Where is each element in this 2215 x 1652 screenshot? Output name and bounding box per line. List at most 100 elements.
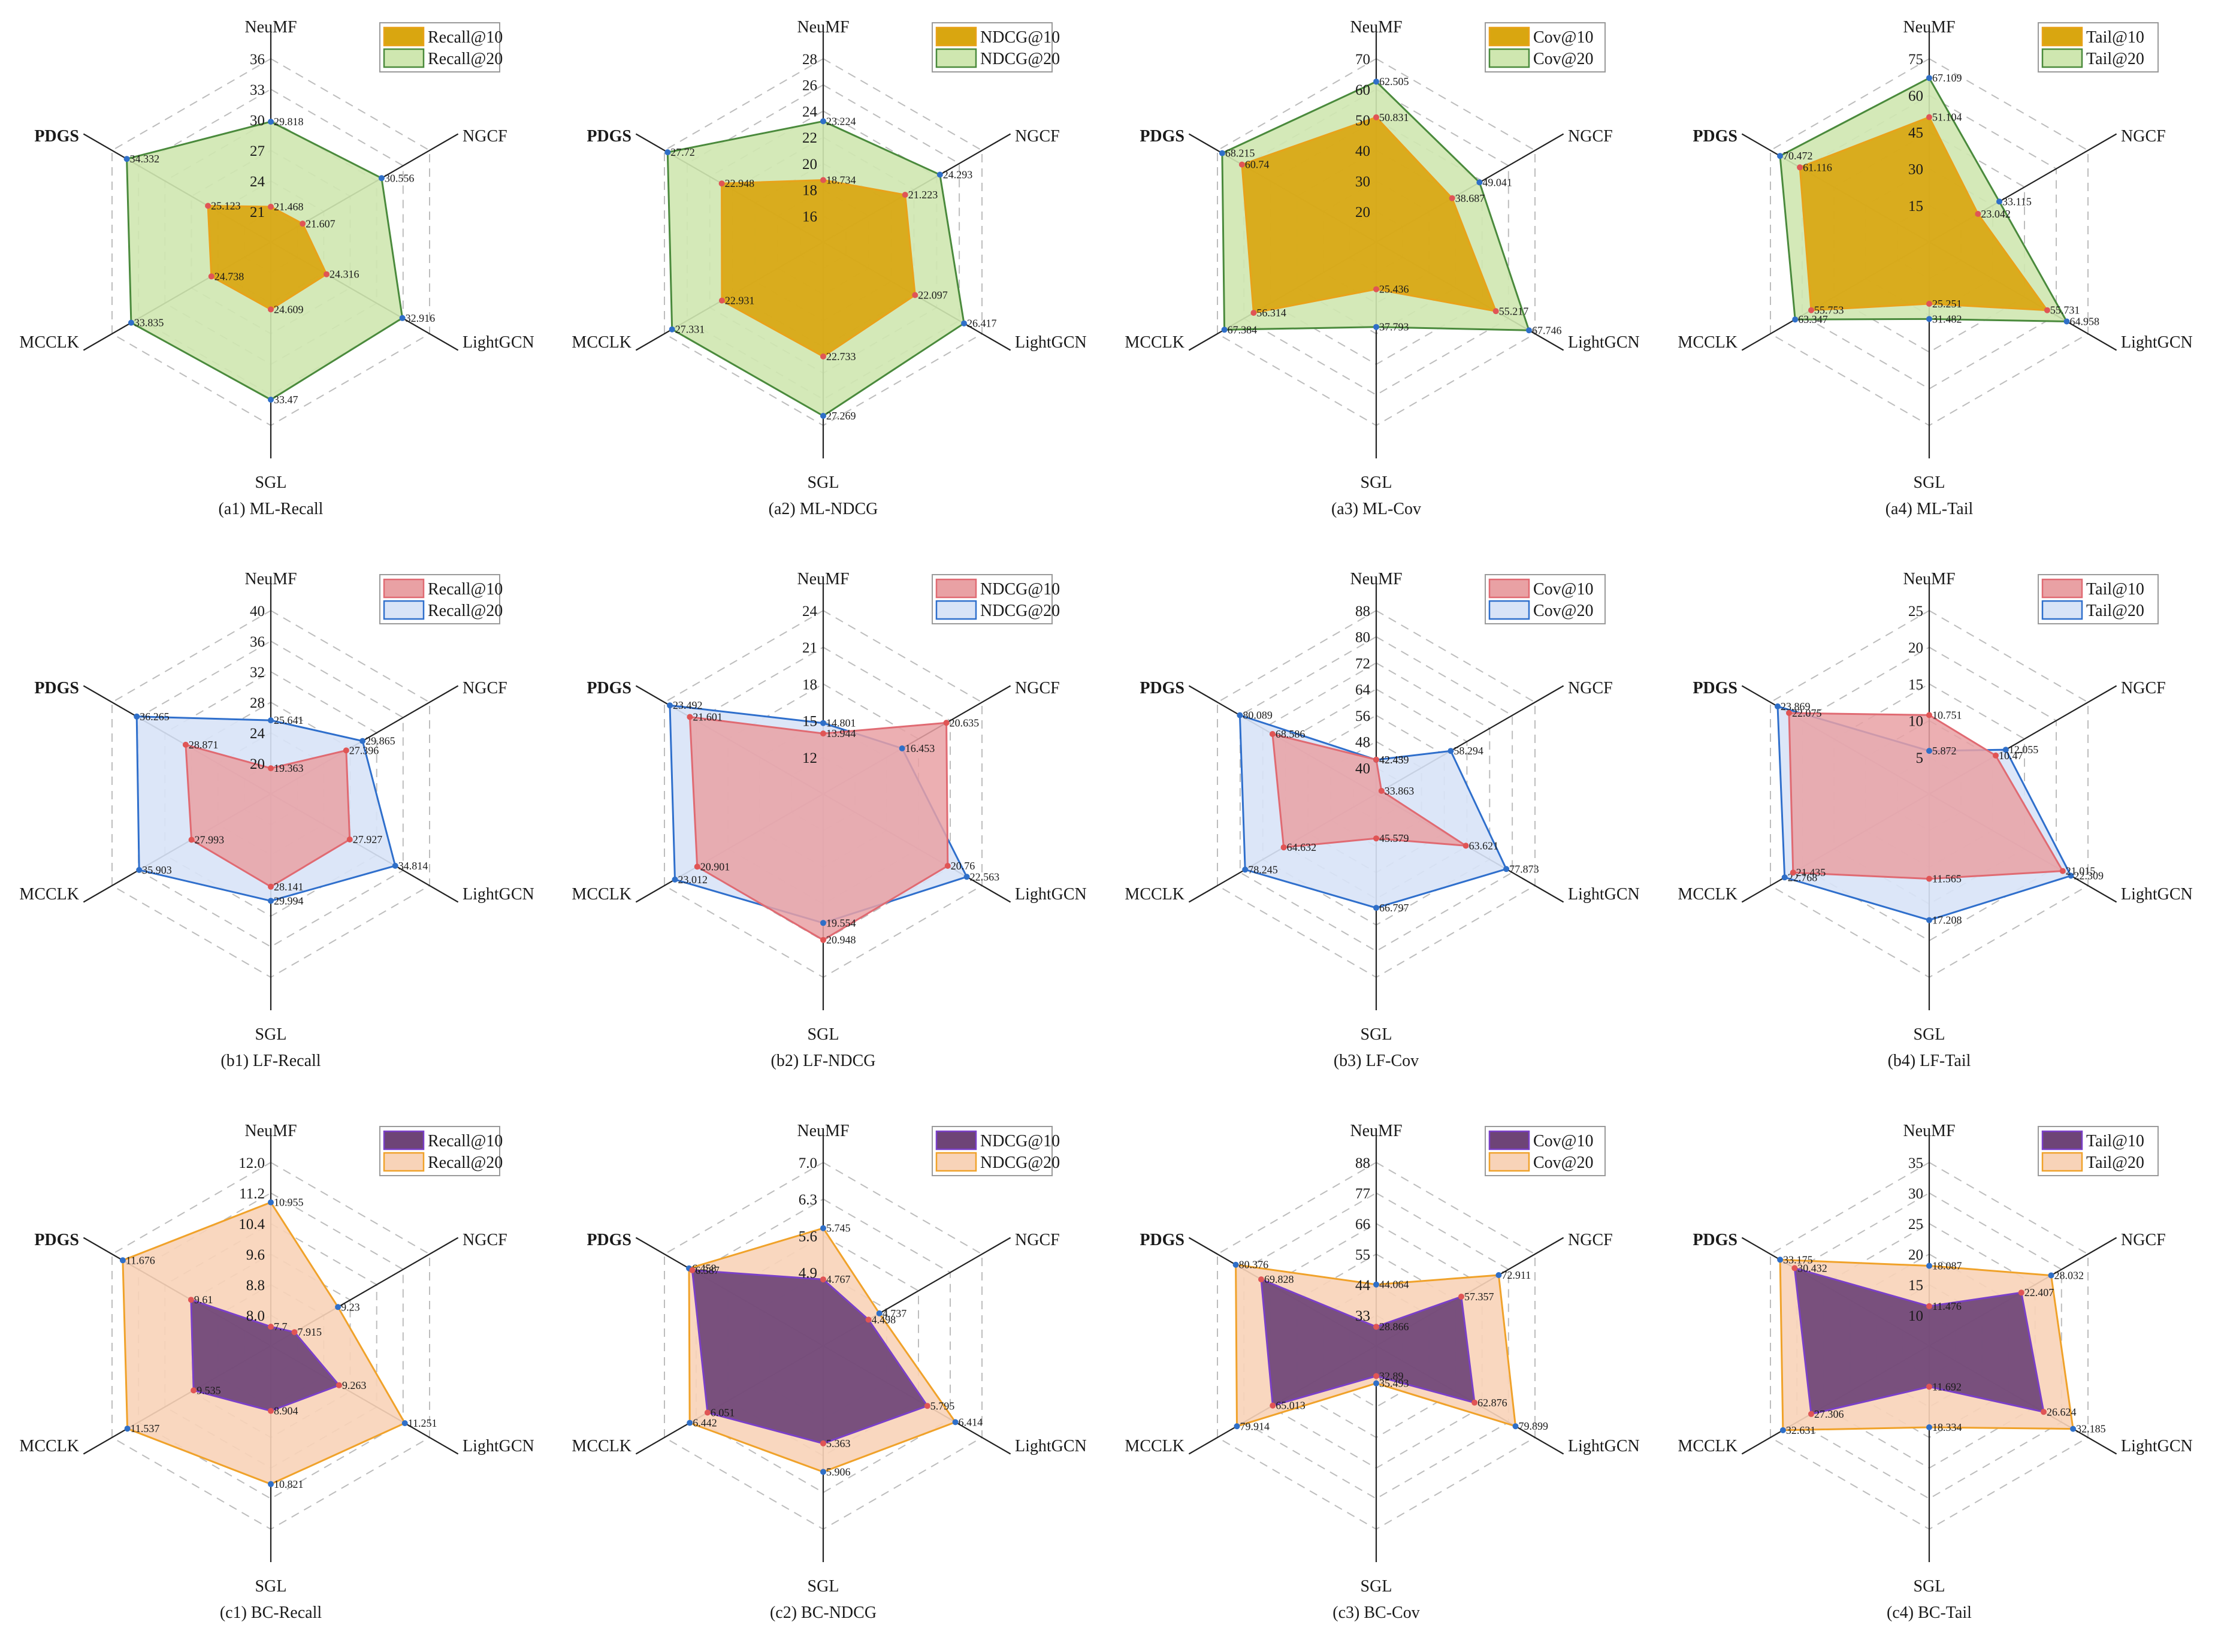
tick-label: 48 — [1355, 735, 1370, 751]
chart-caption: (a4) ML-Tail — [1885, 500, 1974, 518]
axis-label-pdgs: PDGS — [587, 127, 631, 146]
data-point-tail-20-pdgs — [1777, 153, 1783, 159]
radar-chart-b2: 14.801 16.453 22.563 19.554 23.012 23.492 13.9… — [572, 570, 1086, 1070]
data-label: 36.265 — [140, 711, 170, 723]
data-label: 38.687 — [1455, 192, 1485, 204]
legend-label-cov-10: Cov@10 — [1533, 580, 1593, 599]
data-point-cov-10-ngcf — [1449, 195, 1455, 201]
data-label: 27.331 — [675, 324, 705, 336]
axis-label-neumf: NeuMF — [244, 570, 297, 588]
data-label: 66.797 — [1379, 902, 1409, 914]
radar-chart-b1: 25.641 29.865 34.814 29.994 35.903 36.265 19.3… — [19, 570, 534, 1070]
data-label: 51.104 — [1932, 111, 1962, 123]
legend-swatch-tail-20 — [2041, 48, 2083, 68]
axis-label-neumf: NeuMF — [797, 18, 849, 37]
data-point-ndcg-20-pdgs — [664, 149, 671, 156]
legend-swatch-ndcg-10 — [935, 578, 977, 599]
radar-chart-a3: 62.505 49.041 67.746 37.793 67.384 68.215 50.8… — [1125, 18, 1639, 518]
tick-label: 25 — [1908, 603, 1923, 620]
data-point-cov-20-pdgs — [1237, 712, 1243, 718]
legend-swatch-cov-20 — [1488, 1152, 1530, 1172]
data-label: 69.828 — [1264, 1273, 1294, 1285]
tick-label: 8.0 — [246, 1308, 265, 1324]
data-point-cov-10-lightgcn — [1471, 1399, 1478, 1406]
chart-caption: (c3) BC-Cov — [1332, 1603, 1419, 1622]
axis-label-ngcf: NGCF — [1015, 127, 1060, 146]
axis-label-pdgs: PDGS — [1140, 127, 1184, 146]
data-label: 42.43 — [1379, 754, 1404, 766]
axis-label-neumf: NeuMF — [797, 570, 849, 588]
tick-label: 24 — [250, 726, 265, 742]
data-label: 80.376 — [1239, 1259, 1269, 1271]
data-point-cov-20-ngcf — [1448, 748, 1454, 754]
data-point-recall-20-neumf — [268, 1199, 274, 1206]
data-point-tail-20-neumf — [1926, 75, 1932, 81]
tick-label: 12 — [802, 750, 817, 766]
data-label: 11.537 — [131, 1423, 160, 1434]
data-point-tail-10-mcclk — [1808, 1411, 1814, 1417]
axis-label-pdgs: PDGS — [1140, 1231, 1184, 1249]
data-point-cov-20-pdgs — [1219, 150, 1225, 156]
data-label: 33.863 — [1385, 785, 1415, 797]
data-label: 62.876 — [1477, 1397, 1507, 1409]
chart-caption: (a1) ML-Recall — [219, 500, 324, 518]
radar-chart-a2: 23.224 24.293 26.417 27.269 27.331 27.72 18.73… — [572, 18, 1086, 518]
axis-label-lightgcn: LightGCN — [1568, 1437, 1640, 1455]
tick-label: 30 — [1355, 174, 1370, 190]
tick-label: 20 — [1355, 204, 1370, 221]
axis-label-sgl: SGL — [808, 1577, 839, 1596]
tick-label: 56 — [1355, 708, 1370, 724]
data-label: 9.263 — [342, 1379, 367, 1391]
data-label: 22.309 — [2074, 870, 2104, 882]
data-point-ndcg-10-neumf — [820, 177, 826, 183]
legend: Tail@10 Tail@20 — [2038, 1126, 2159, 1176]
data-point-tail-10-lightgcn — [2041, 1409, 2047, 1415]
data-point-cov-20-neumf — [1373, 78, 1379, 85]
data-point-cov-10-sgl — [1373, 1373, 1379, 1379]
data-point-tail-10-neumf — [1926, 712, 1932, 718]
data-point-tail-10-mcclk — [1790, 869, 1796, 876]
legend-swatch-cov-20 — [1488, 600, 1530, 620]
data-point-recall-10-pdgs — [205, 203, 211, 209]
axis-label-sgl: SGL — [1361, 1025, 1392, 1044]
tick-label: 75 — [1908, 52, 1923, 68]
data-point-recall-20-sgl — [268, 898, 274, 904]
legend-swatch-recall-10 — [383, 26, 425, 47]
data-point-tail-10-mcclk — [1808, 307, 1814, 313]
data-label: 7.7 — [274, 1321, 288, 1333]
data-point-tail-10-pdgs — [1791, 1265, 1798, 1272]
data-label: 30.556 — [385, 172, 415, 184]
data-label: 22.075 — [1792, 707, 1822, 719]
axis-label-sgl: SGL — [1914, 473, 1945, 492]
data-point-recall-20-mcclk — [128, 319, 134, 326]
axis-label-lightgcn: LightGCN — [2121, 333, 2193, 352]
legend-label-recall-10: Recall@10 — [428, 580, 503, 599]
tick-label: 5.6 — [799, 1228, 817, 1245]
tick-label: 7.0 — [799, 1155, 817, 1171]
data-label: 21.607 — [306, 218, 335, 229]
axis-label-lightgcn: LightGCN — [2121, 1437, 2193, 1455]
legend-label-ndcg-20: NDCG@20 — [980, 50, 1060, 68]
tick-label: 33 — [1355, 1308, 1370, 1324]
data-label: 25.436 — [1379, 283, 1409, 295]
data-point-ndcg-20-lightgcn — [961, 320, 967, 327]
data-point-recall-10-ngcf — [300, 221, 306, 227]
data-point-tail-20-sgl — [1926, 316, 1932, 322]
axis-label-pdgs: PDGS — [1693, 679, 1737, 697]
radar-chart-b3: 42.43 58.294 77.873 66.797 78.245 80.089 42.45… — [1125, 570, 1639, 1070]
legend-swatch-ndcg-10 — [935, 1130, 977, 1150]
tick-label: 77 — [1355, 1186, 1370, 1202]
data-point-ndcg-10-lightgcn — [924, 1403, 930, 1409]
data-label: 37.793 — [1379, 321, 1409, 333]
tick-label: 55 — [1355, 1247, 1370, 1263]
chart-caption: (b4) LF-Tail — [1888, 1052, 1971, 1070]
axis-label-mcclk: MCCLK — [572, 885, 631, 904]
tick-label: 72 — [1355, 656, 1370, 672]
tick-label: 40 — [1355, 760, 1370, 777]
tick-label: 35 — [1908, 1155, 1923, 1171]
data-label: 32.89 — [1379, 1370, 1404, 1382]
legend-label-tail-20: Tail@20 — [2086, 50, 2144, 68]
data-label: 11.676 — [126, 1254, 155, 1266]
data-label: 26.417 — [967, 318, 997, 330]
axis-label-ngcf: NGCF — [2121, 127, 2166, 146]
